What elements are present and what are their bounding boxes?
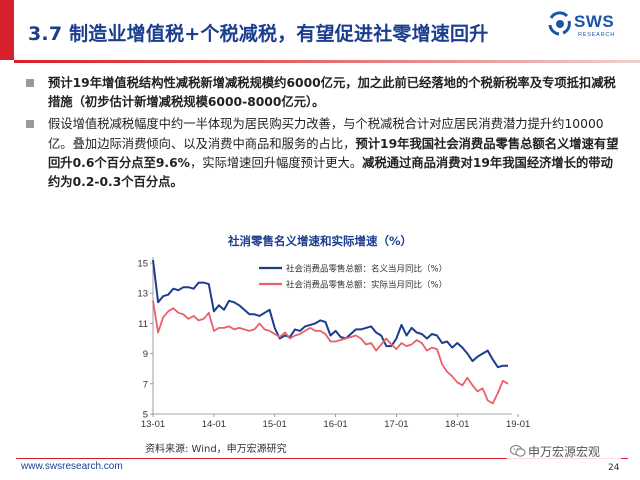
y-tick-label: 9 bbox=[143, 349, 148, 360]
x-tick-label: 13-01 bbox=[141, 419, 165, 430]
legend-label: 社会消费品零售总额：名义当月同比（%） bbox=[286, 264, 447, 275]
series-line-nominal bbox=[152, 259, 508, 369]
bullet-item: 假设增值税减税幅度中约一半体现为居民购买力改善，与个税减税合计对应居民消费潜力提… bbox=[22, 115, 622, 192]
y-tick-label: 15 bbox=[137, 259, 148, 270]
bullet-item: 预计19年增值税结构性减税新增减税规模约6000亿元，加之此前已经落地的个税新税… bbox=[22, 74, 622, 112]
series-line-real bbox=[152, 300, 509, 405]
x-tick-label: 17-01 bbox=[384, 419, 408, 430]
y-tick-label: 13 bbox=[137, 289, 148, 300]
bullet-square-icon bbox=[26, 79, 34, 87]
chart-title: 社消零售名义增速和实际增速（%） bbox=[227, 234, 413, 248]
footer-url[interactable]: www.swsresearch.com bbox=[21, 461, 123, 472]
page-number: 24 bbox=[608, 463, 620, 473]
header-accent-bar bbox=[0, 0, 14, 60]
x-tick-label: 16-01 bbox=[323, 419, 347, 430]
footer-divider bbox=[16, 458, 628, 459]
y-tick-label: 11 bbox=[138, 319, 148, 330]
bullet-text: 预计19年我国社会消费品零售总额名义增速有望回升0.6个百分点至9.6% bbox=[48, 136, 619, 170]
x-tick-label: 14-01 bbox=[202, 419, 226, 430]
bullet-text: 预计19年增值税结构性减税新增减税规模约6000亿元，加之此前已经落地的个税新税… bbox=[48, 76, 616, 110]
wechat-icon bbox=[510, 444, 526, 457]
bullet-text: ，实际增速回升幅度预计更大。 bbox=[189, 155, 363, 170]
logo-subtext: RESEARCH bbox=[578, 32, 615, 38]
sws-logo-icon bbox=[548, 11, 571, 36]
y-tick-label: 5 bbox=[143, 410, 148, 421]
x-tick-label: 18-01 bbox=[445, 419, 469, 430]
header-divider bbox=[14, 60, 640, 63]
legend-label: 社会消费品零售总额：实际当月同比（%） bbox=[286, 280, 447, 291]
logo-text: SWS bbox=[574, 12, 615, 31]
bullet-square-icon bbox=[26, 120, 34, 129]
bullet-text: 假设增值税减税幅度中约一半体现为居民购买力改善，与个税减税合计对应居民消费潜力提… bbox=[48, 117, 604, 151]
bullet-text: 减税通过商品消费对19年我国经济增长的带动约为0.2-0.3个百分点。 bbox=[48, 155, 613, 190]
y-tick-label: 7 bbox=[143, 379, 148, 390]
wechat-account-name: 申万宏源宏观 bbox=[528, 445, 601, 459]
wechat-watermark: 申万宏源宏观 bbox=[504, 440, 624, 462]
bullet-list: 预计19年增值税结构性减税新增减税规模约6000亿元，加之此前已经落地的个税新税… bbox=[22, 74, 622, 195]
x-tick-label: 15-01 bbox=[263, 419, 287, 430]
source-note: 资料来源: Wind，申万宏源研究 bbox=[145, 444, 287, 455]
x-tick-label: 19-01 bbox=[506, 419, 530, 430]
header-band bbox=[0, 0, 640, 62]
slide-title: 3.7 制造业增值税+个税减税，有望促进社零增速回升 bbox=[28, 23, 489, 45]
